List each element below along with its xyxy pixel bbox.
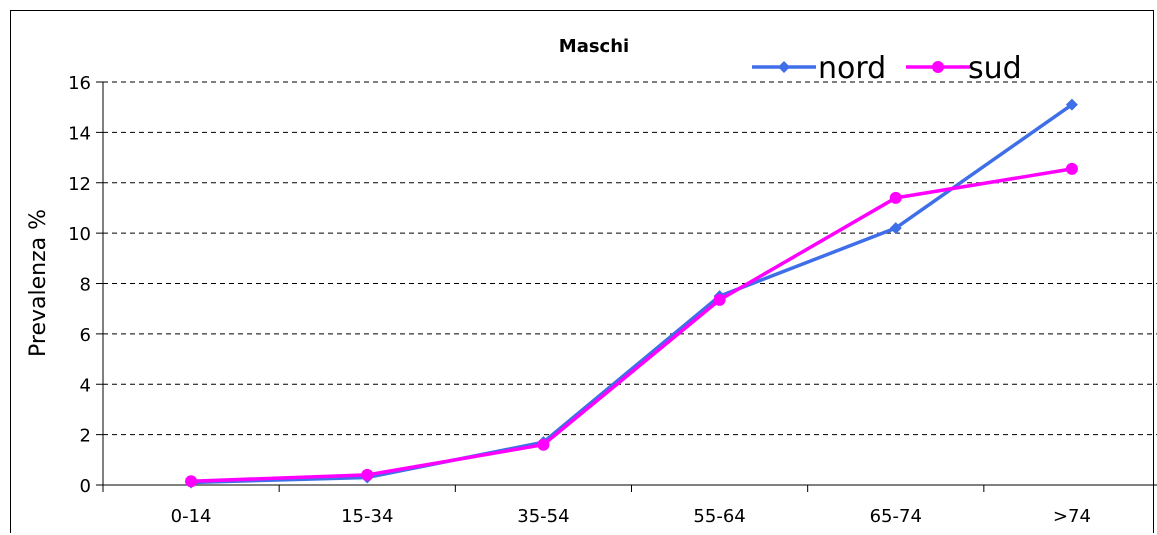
- x-tick-label: 55-64: [693, 506, 745, 527]
- y-tick-label: 16: [68, 73, 91, 94]
- x-tick-label: 15-34: [341, 506, 393, 527]
- data-point-sud: [889, 191, 902, 204]
- legend-marker-sud: [932, 61, 944, 73]
- y-tick-label: 4: [80, 375, 91, 396]
- legend-label-sud: sud: [968, 51, 1022, 86]
- x-tick-label: 65-74: [870, 506, 922, 527]
- data-point-nord: [1065, 98, 1078, 111]
- data-point-nord: [889, 222, 902, 235]
- chart-title: Maschi: [559, 36, 629, 57]
- data-point-sud: [1065, 162, 1078, 175]
- x-tick-labels: 0-14 15-34 35-54 55-64 65-74 >74: [171, 506, 1091, 527]
- y-tick-label: 12: [68, 174, 91, 195]
- y-axis-title: Prevalenza %: [26, 209, 51, 357]
- chart-frame: [10, 10, 1154, 533]
- x-tick-label: 0-14: [171, 506, 212, 527]
- x-tick-label: 35-54: [517, 506, 569, 527]
- legend: nord sud: [752, 51, 1022, 86]
- y-tick-label: 2: [80, 426, 91, 447]
- y-tick-label: 14: [68, 123, 91, 144]
- series-nord: [185, 98, 1078, 489]
- series-lines: [185, 98, 1078, 489]
- y-tick-label: 6: [80, 325, 91, 346]
- y-tick-label: 8: [80, 275, 91, 296]
- series-line-nord: [191, 103, 1073, 485]
- legend-item-nord: nord: [752, 51, 886, 86]
- y-tick-label: 0: [80, 476, 91, 497]
- y-tick-labels: 0 2 4 6 8 10 12 14 16: [68, 73, 91, 497]
- legend-marker-nord: [778, 61, 790, 73]
- x-tick-label: >74: [1053, 506, 1091, 527]
- data-point-sud: [713, 293, 726, 306]
- gridlines: [103, 81, 1157, 436]
- data-point-sud: [537, 438, 550, 451]
- legend-item-sud: sud: [906, 51, 1022, 86]
- series-sud: [185, 162, 1078, 488]
- axes: [96, 81, 1157, 492]
- y-tick-label: 10: [68, 224, 91, 245]
- data-point-sud: [361, 468, 374, 481]
- legend-label-nord: nord: [818, 51, 886, 86]
- data-point-sud: [185, 475, 198, 488]
- series-line-sud: [191, 167, 1073, 483]
